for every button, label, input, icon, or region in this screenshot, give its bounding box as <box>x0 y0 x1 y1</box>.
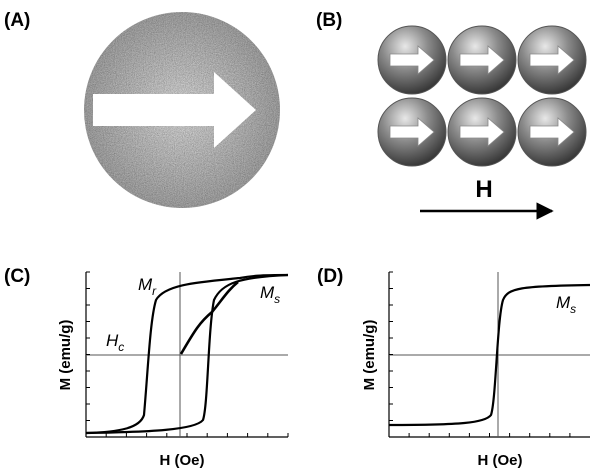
x-axis-label: H (Oe) <box>478 452 523 469</box>
y-axis-label: M (emu/g) <box>361 320 378 391</box>
axes <box>86 272 288 437</box>
x-axis-label: H (Oe) <box>160 452 205 469</box>
page: (A) (B) H (C) Mr Ms Hc M (emu/g) H (Oe) … <box>0 0 606 471</box>
sphere <box>518 26 586 94</box>
ascending-branch <box>86 275 288 433</box>
sphere <box>378 98 446 166</box>
sphere <box>448 26 516 94</box>
annotation: Ms <box>260 283 280 306</box>
field-label: H <box>475 176 492 203</box>
annotation: Mr <box>138 275 157 298</box>
panel-label: (A) <box>4 10 30 31</box>
panel-label: (D) <box>317 266 343 287</box>
figure: (A) (B) H (C) Mr Ms Hc M (emu/g) H (Oe) … <box>0 0 606 471</box>
sphere <box>378 26 446 94</box>
descending-branch <box>86 275 288 433</box>
annotation: Hc <box>106 331 124 354</box>
panel-label: (C) <box>4 266 30 287</box>
panel-label: (B) <box>316 10 342 31</box>
sphere <box>448 98 516 166</box>
y-axis-label: M (emu/g) <box>57 320 74 391</box>
sphere <box>518 98 586 166</box>
annotation: Ms <box>556 293 576 316</box>
